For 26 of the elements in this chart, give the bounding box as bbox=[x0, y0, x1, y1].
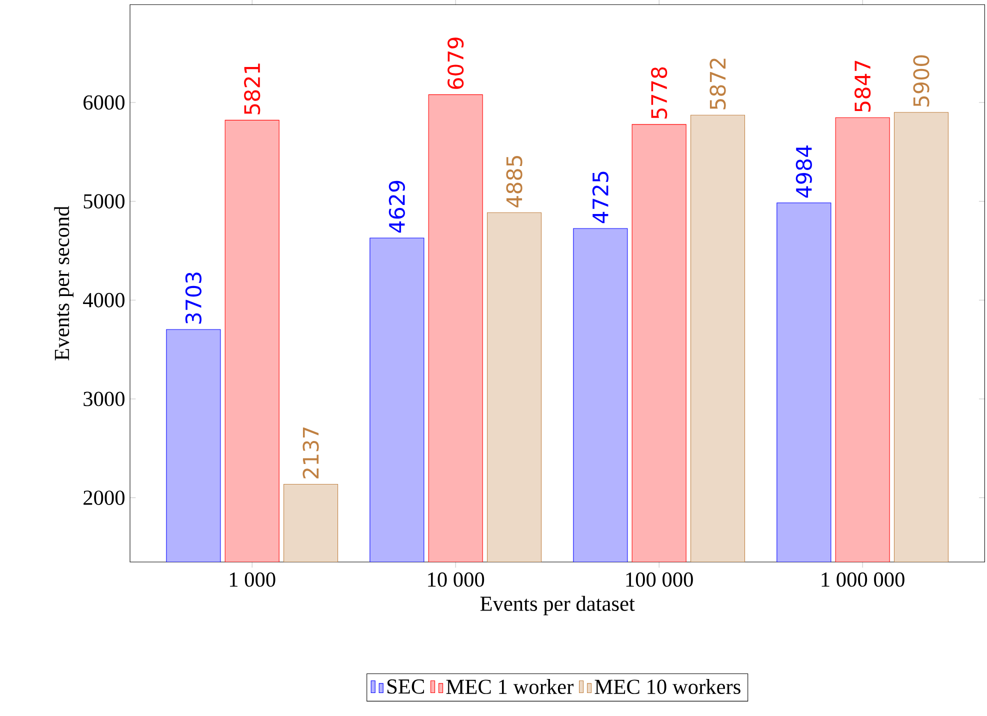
data-label: 5847 bbox=[854, 60, 871, 112]
legend-label: SEC bbox=[387, 679, 424, 694]
y-axis-title: Events per second bbox=[54, 206, 74, 360]
x-tick-label: 100 000 bbox=[626, 572, 693, 587]
data-label: 4885 bbox=[506, 156, 522, 208]
y-tick-label: 2000 bbox=[84, 490, 124, 505]
data-label: 5821 bbox=[244, 64, 260, 114]
data-label: 5872 bbox=[710, 58, 726, 110]
x-axis-title: Events per dataset bbox=[480, 596, 635, 616]
legend-label: MEC 1 worker bbox=[446, 679, 574, 694]
data-label: 4725 bbox=[592, 172, 608, 224]
data-label: 4629 bbox=[388, 180, 405, 233]
x-tick-label: 10 000 bbox=[428, 572, 484, 587]
y-tick-label: 4000 bbox=[83, 292, 124, 308]
x-tick-label: 1 000 bbox=[230, 572, 276, 587]
y-tick-label: 3000 bbox=[84, 392, 124, 406]
data-label: 4984 bbox=[796, 146, 812, 198]
data-label: 6079 bbox=[448, 38, 464, 89]
data-label: 3703 bbox=[185, 272, 202, 324]
data-label: 5778 bbox=[651, 67, 668, 118]
x-tick-label: 1 000 000 bbox=[822, 572, 904, 587]
y-tick-label: 6000 bbox=[84, 95, 124, 110]
data-label: 5900 bbox=[913, 55, 930, 106]
data-label: 2137 bbox=[302, 427, 319, 478]
legend-label: MEC 10 workers bbox=[594, 679, 740, 694]
y-tick-label: 5000 bbox=[84, 194, 124, 208]
